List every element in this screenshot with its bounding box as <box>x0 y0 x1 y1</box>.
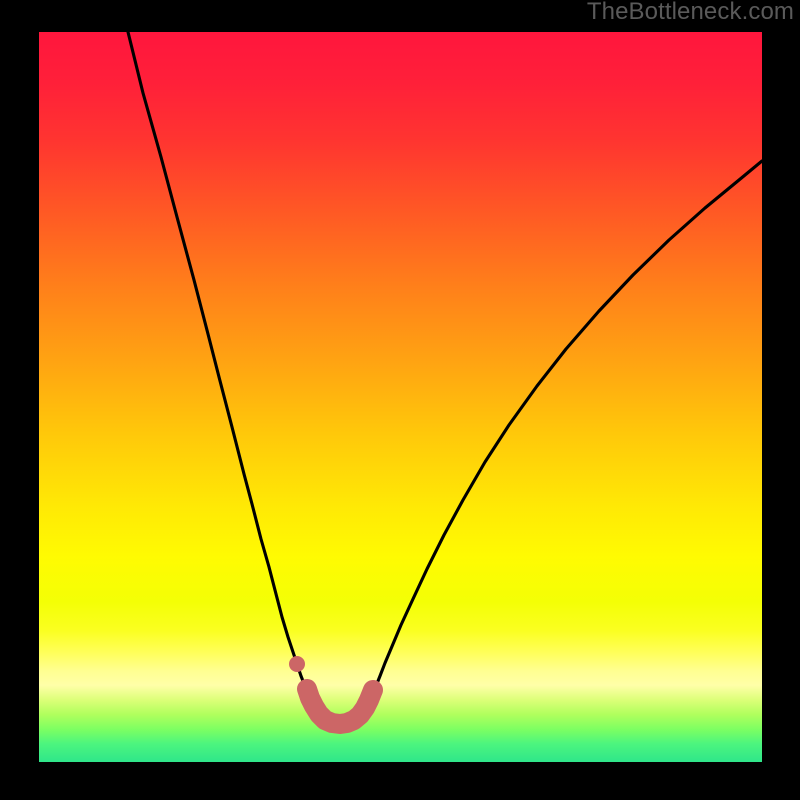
plot-area <box>39 32 762 762</box>
gradient-background <box>39 32 762 762</box>
watermark-label: TheBottleneck.com <box>587 0 794 26</box>
chart-canvas: TheBottleneck.com <box>0 0 800 800</box>
marker-start-dot <box>289 656 305 672</box>
plot-svg <box>39 32 762 762</box>
